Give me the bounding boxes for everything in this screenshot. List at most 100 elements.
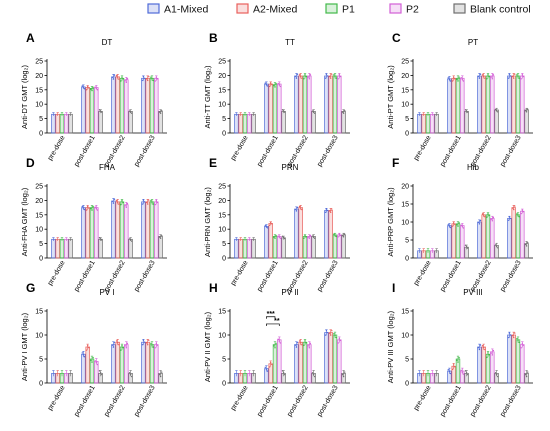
bar [238,113,243,134]
bar [115,201,120,259]
data-point [462,373,465,375]
data-point [457,361,459,363]
panel-A: A DT Anti-DT GMT (log₂) 0 5 10 15 20 25 pre-dose p… [20,31,167,168]
data-point [304,340,306,342]
y-axis-label: Anti-PRP GMT (log₂) [386,187,395,257]
chart-panels: A DT Anti-DT GMT (log₂) 0 5 10 15 20 25 pre-dose p… [20,31,533,418]
y-tick-label: 20 [401,73,409,80]
data-point [492,216,495,219]
y-tick-label: 5 [222,241,226,248]
data-point [516,213,518,215]
data-point [339,234,342,237]
bar [124,344,129,384]
data-point [497,247,499,249]
data-point [331,208,333,210]
data-point [462,227,465,229]
data-point [126,342,129,345]
data-point [304,74,306,76]
data-point [326,331,329,334]
bar [337,75,342,134]
data-point [277,235,279,237]
data-point [522,344,525,346]
data-point [122,78,124,80]
panel-letter: B [209,31,218,45]
data-point [268,224,271,227]
data-point [147,203,149,205]
panel-letter: F [392,156,399,170]
data-point [454,78,456,80]
legend-label: Blank control [470,4,531,16]
data-point [490,352,492,354]
data-point [495,110,498,112]
bar [128,111,133,134]
data-point [145,201,148,204]
legend-label: P2 [406,4,419,16]
data-point [99,110,102,112]
legend: A1-Mixed A2-Mixed P1 P2 Blank control [147,3,531,16]
data-point [478,223,481,225]
data-point [294,75,296,78]
bar [477,75,482,134]
legend-swatch [325,3,338,14]
data-point [461,78,463,81]
data-point [457,225,459,227]
data-point [344,371,346,373]
data-point [270,221,272,224]
data-point [294,344,296,346]
data-point [507,77,509,79]
bar [119,201,125,259]
data-point [479,73,482,75]
data-point [326,209,329,212]
bar [311,236,316,259]
data-point [159,237,162,240]
data-point [124,205,126,207]
data-point [308,347,310,349]
data-point [268,85,271,88]
data-point [341,373,344,376]
data-point [279,237,282,240]
y-axis-label: Anti-PRN GMT (log₂) [203,187,212,257]
x-tick-label: pre-dose [413,259,433,287]
bar [494,109,499,134]
panel-letter: H [209,281,218,295]
data-point [142,199,145,201]
bar [294,208,299,259]
data-point [90,207,92,210]
data-point [92,86,94,89]
bar [247,238,252,259]
y-tick-label: 20 [218,198,226,205]
data-point [328,332,331,334]
bar [485,353,491,384]
data-point [521,342,523,345]
data-point [334,234,336,237]
y-tick-label: 5 [39,116,43,123]
bar [242,238,248,259]
data-point [326,75,329,77]
data-point [520,347,522,349]
y-tick-label: 10 [401,333,409,340]
data-point [128,238,131,240]
significance-bracket [266,316,276,319]
bar [328,332,333,384]
data-point [494,108,497,111]
data-point [324,211,326,214]
bar [81,353,86,384]
data-point [325,73,328,75]
data-point [335,336,337,339]
data-point [483,214,485,216]
data-point [82,86,85,89]
data-point [282,236,285,239]
data-point [282,372,285,374]
bar [272,344,278,384]
legend-label: P1 [342,4,355,16]
data-point [486,216,488,218]
data-point [308,78,310,80]
data-point [303,344,305,347]
data-point [113,341,116,344]
y-tick-label: 10 [218,227,226,234]
data-point [281,109,284,111]
data-point [284,111,286,113]
data-point [142,339,145,341]
bar [490,75,495,134]
data-point [296,341,299,344]
